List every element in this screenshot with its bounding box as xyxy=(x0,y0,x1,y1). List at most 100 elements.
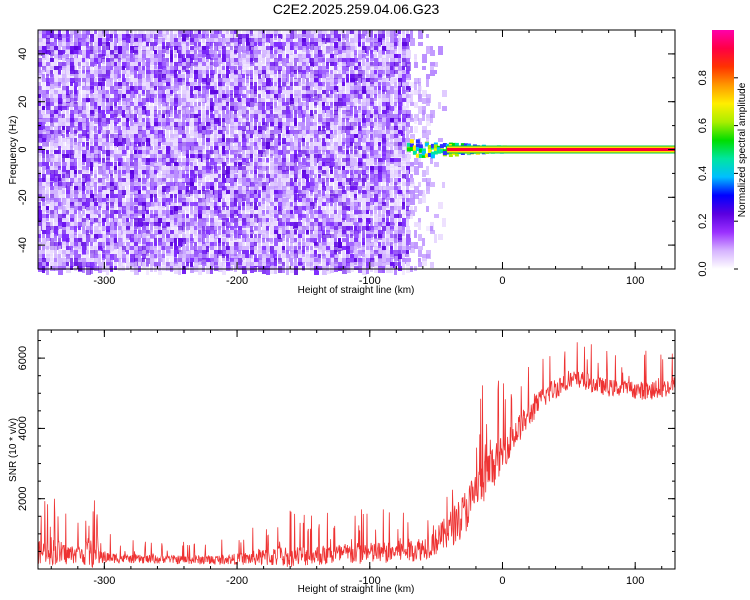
spectrogram-cell xyxy=(174,262,178,269)
spectrogram-cell xyxy=(42,98,47,102)
spectrogram-cell xyxy=(274,86,279,90)
spectrogram-cell xyxy=(234,154,237,160)
spectrogram-cell xyxy=(178,246,181,252)
spectrogram-cell xyxy=(62,102,66,108)
spectrogram-cell xyxy=(182,66,186,72)
spectrogram-cell xyxy=(86,86,90,91)
spectrogram-cell xyxy=(190,70,195,74)
spectrogram-cell xyxy=(346,258,350,263)
spectrogram-cell xyxy=(118,58,121,65)
spectrogram-cell xyxy=(346,194,349,199)
spectrogram-cell xyxy=(190,234,193,241)
spectrogram-cell xyxy=(290,122,293,128)
spectrogram-cell xyxy=(38,90,42,97)
spectrogram-cell xyxy=(130,258,133,262)
spectrogram-cell xyxy=(114,214,117,219)
spectrogram-cell xyxy=(150,166,153,173)
spectrogram-cell xyxy=(358,42,361,47)
spectrogram-cell xyxy=(198,218,202,222)
spectrogram-cell xyxy=(266,94,271,99)
spectrogram-cell xyxy=(102,186,107,190)
spectrogram-cell xyxy=(70,206,74,213)
spectrogram-cell xyxy=(166,254,170,259)
spectrogram-cell xyxy=(106,194,109,201)
spectrogram-cell xyxy=(266,258,271,264)
spectrogram-cell xyxy=(322,34,325,40)
spectrogram-cell xyxy=(246,102,250,107)
spectrogram-cell xyxy=(246,198,250,204)
spectrogram-cell xyxy=(178,66,183,73)
spectrogram-cell xyxy=(258,242,261,248)
spectrogram-cell xyxy=(138,122,143,127)
spectrogram-cell xyxy=(294,58,299,62)
spectrogram-cell xyxy=(274,102,277,108)
spectrogram-cell xyxy=(306,266,311,270)
spectrogram-cell xyxy=(250,70,253,74)
spectrogram-cell xyxy=(118,210,121,214)
spectrogram-cell xyxy=(326,186,331,191)
spectrogram-cell xyxy=(70,230,75,238)
spectrogram-cell xyxy=(102,118,106,122)
spectrogram-cell xyxy=(110,102,113,109)
spectrogram-cell xyxy=(58,254,61,259)
spectrogram-cell xyxy=(198,78,203,82)
spectrogram-cell xyxy=(58,242,62,249)
spectrogram-cell xyxy=(174,210,178,215)
spectrogram-cell xyxy=(86,30,90,35)
spectrogram-cell xyxy=(214,170,218,174)
spectrogram-cell xyxy=(234,74,238,81)
spectrogram-cell xyxy=(278,262,283,269)
spectrogram-cell xyxy=(222,42,225,48)
spectrogram-cell xyxy=(358,134,361,139)
spectrogram-cell xyxy=(134,142,137,147)
spectrogram-cell xyxy=(114,262,117,267)
spectrogram-cell xyxy=(142,146,147,150)
spectrogram-cell xyxy=(306,202,310,206)
spectrogram-cell xyxy=(262,206,265,212)
spectrogram-cell xyxy=(186,206,189,211)
spectrogram-cell xyxy=(366,70,369,77)
spectrogram-cell xyxy=(58,42,63,47)
spectrogram-cell xyxy=(130,106,134,111)
spectrogram-cell xyxy=(250,202,253,209)
spectrogram-cell xyxy=(58,86,61,90)
spectrogram-cell xyxy=(50,262,54,267)
spectrogram-cell xyxy=(42,66,47,72)
spectrogram-cell xyxy=(154,126,158,135)
spectrogram-cell xyxy=(66,102,70,107)
spectrogram-cell xyxy=(286,78,289,84)
spectrogram-cell xyxy=(226,58,229,62)
spectrogram-cell xyxy=(306,174,309,178)
spectrogram-cell xyxy=(134,30,137,35)
spectrogram-cell xyxy=(166,50,171,54)
spectrogram-cell xyxy=(218,234,223,239)
spectrogram-cell xyxy=(102,50,106,56)
spectrogram-cell xyxy=(54,86,58,92)
spectrogram-cell xyxy=(110,74,115,80)
spectrogram-cell xyxy=(210,210,215,216)
spectrogram-cell xyxy=(118,74,121,81)
spectrogram-cell xyxy=(230,254,234,261)
spectrogram-cell xyxy=(326,122,331,126)
spectrogram-cell xyxy=(238,154,243,160)
spectrogram-cell xyxy=(254,70,258,76)
spectrogram-cell xyxy=(254,102,258,106)
spectrogram-cell xyxy=(246,86,250,93)
spectrogram-cell xyxy=(138,58,143,62)
spectrogram-cell xyxy=(206,54,211,59)
spectrogram-cell xyxy=(58,58,61,63)
spectrogram-cell xyxy=(162,202,165,208)
spectrogram-cell xyxy=(334,150,338,155)
spectrogram-cell xyxy=(202,246,206,250)
spectrogram-cell xyxy=(154,138,159,142)
spectrogram-cell xyxy=(278,226,282,230)
spectrogram-cell xyxy=(270,242,273,246)
spectrogram-cell xyxy=(90,170,93,176)
spectrogram-cell xyxy=(298,66,302,72)
spectrogram-cell xyxy=(158,42,162,48)
spectrogram-cell xyxy=(354,122,357,129)
spectrogram-cell xyxy=(162,254,165,258)
spectrogram-cell xyxy=(122,202,126,208)
spectrogram-cell xyxy=(178,62,183,67)
spectrogram-cell xyxy=(74,194,78,199)
